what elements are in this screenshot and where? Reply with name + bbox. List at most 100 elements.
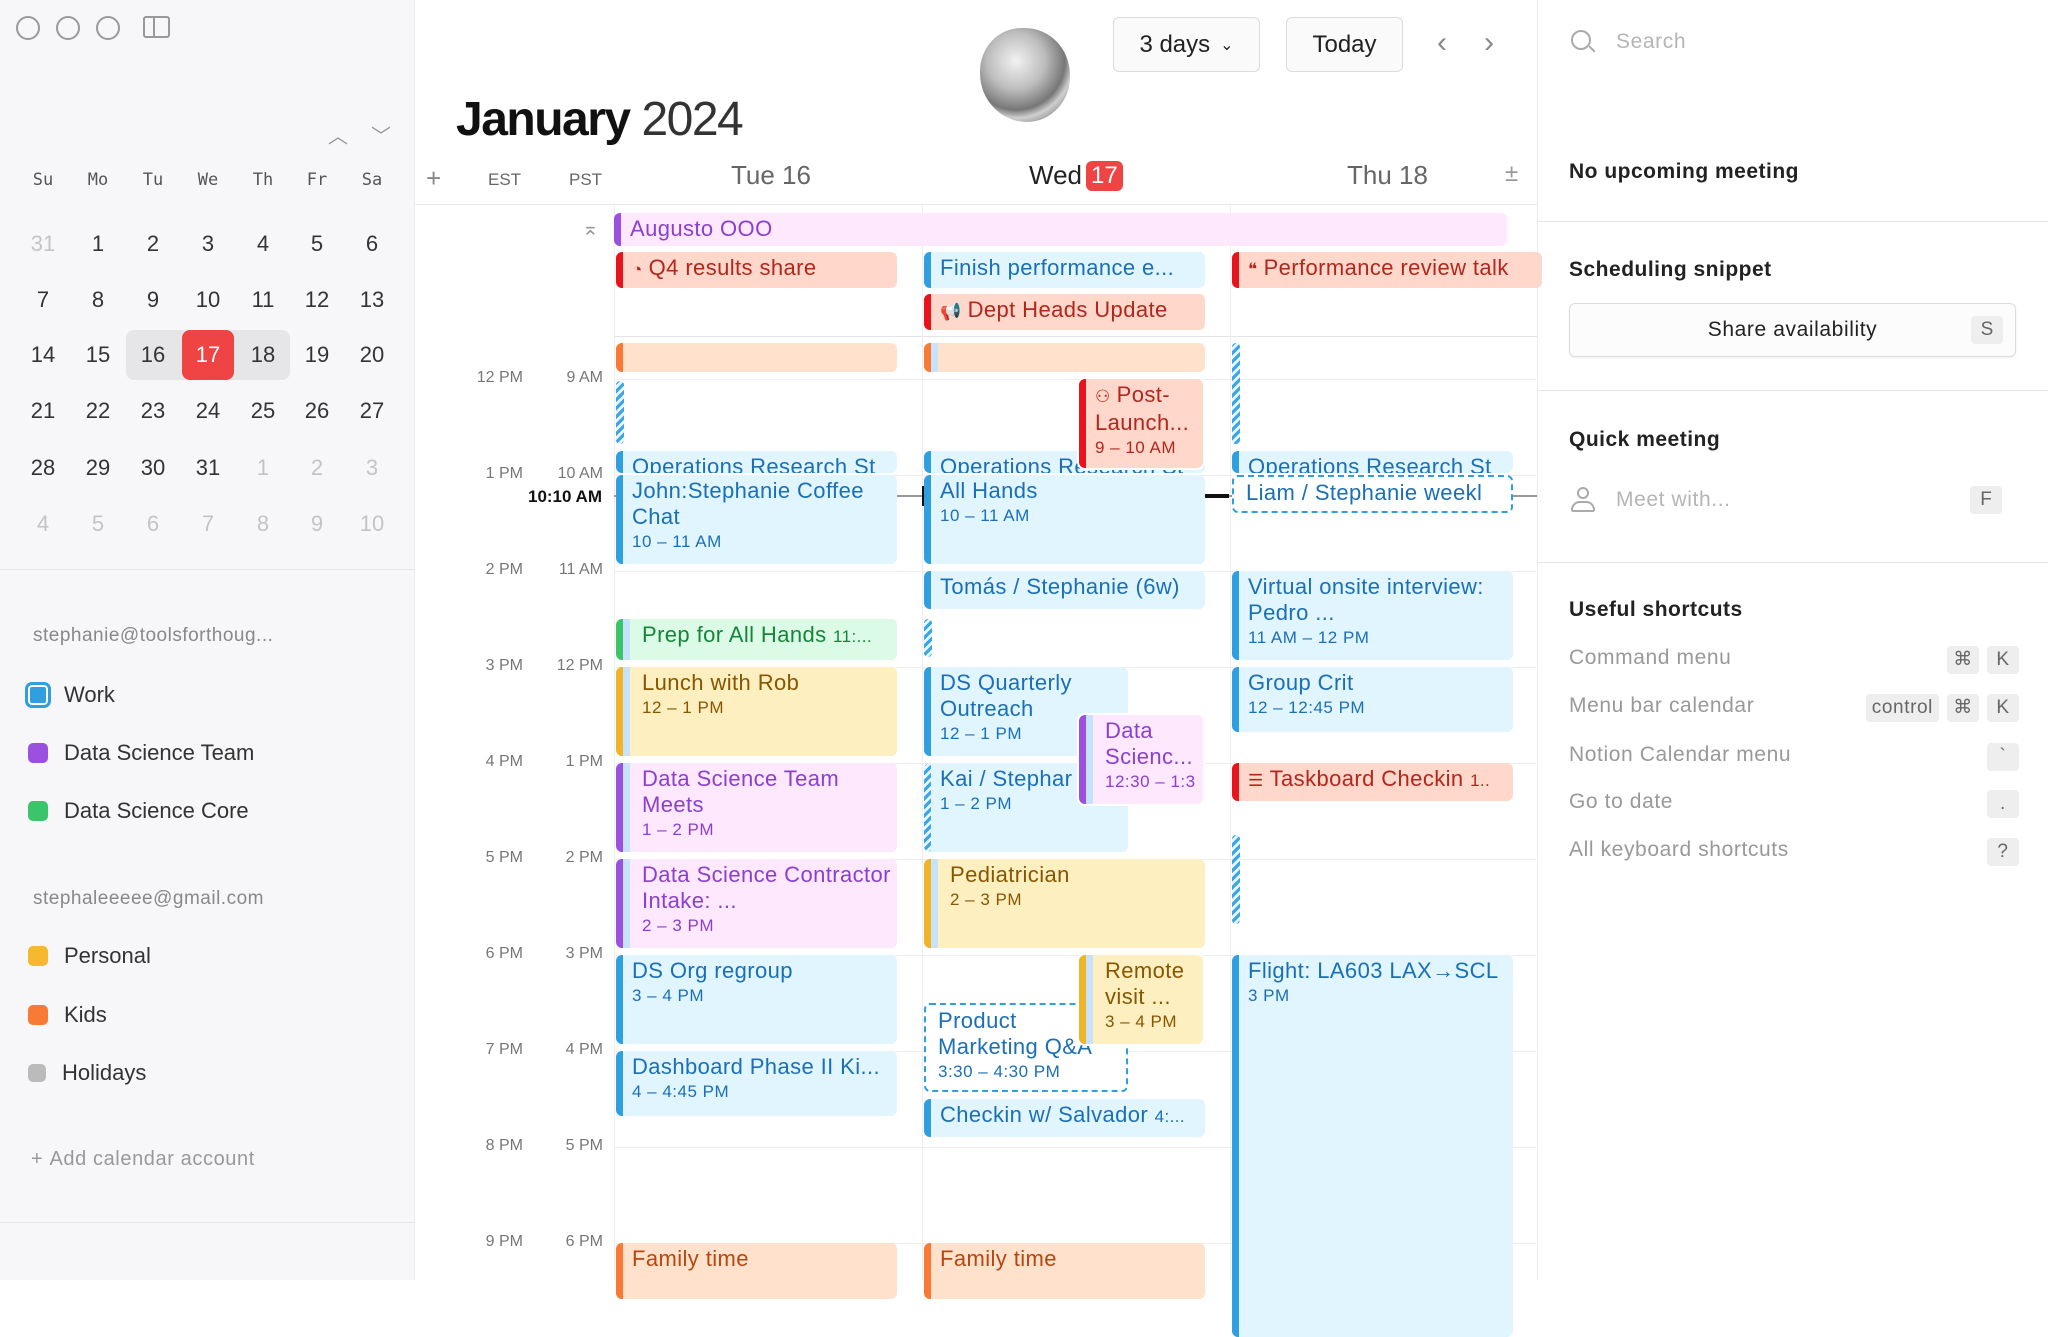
mini-calendar-day[interactable]: 7 <box>36 287 50 312</box>
zoom-window-button[interactable] <box>96 16 120 40</box>
minimize-window-button[interactable] <box>56 16 80 40</box>
day-header-thu[interactable]: Thu 18 <box>1347 160 1428 190</box>
previous-arrow-icon[interactable]: ‹ <box>1437 26 1447 59</box>
all-day-event[interactable]: ◔ Q4 results share <box>616 252 897 288</box>
mini-calendar-day[interactable]: 1 <box>91 231 105 256</box>
calendar-color-icon[interactable] <box>28 1005 48 1025</box>
calendar-event[interactable] <box>616 343 897 373</box>
expand-days-icon[interactable]: ± <box>1505 160 1519 187</box>
mini-calendar-day[interactable]: 13 <box>359 287 385 312</box>
calendar-event[interactable]: Dashboard Phase II Ki... 4 – 4:45 PM <box>616 1051 897 1117</box>
calendar-event[interactable]: Flight: LA603 LAX→SCL 3 PM <box>1232 955 1513 1337</box>
calendar-event[interactable]: Family time <box>924 1243 1205 1299</box>
mini-calendar-day[interactable]: 24 <box>195 398 221 423</box>
next-arrow-icon[interactable]: › <box>1484 26 1494 59</box>
calendar-event[interactable]: ⚇ Post-Launch... 9 – 10 AM <box>1079 379 1203 469</box>
mini-calendar-day[interactable]: 26 <box>304 398 330 423</box>
shortcut-row[interactable]: All keyboard shortcuts? <box>1569 838 2019 868</box>
calendar-event[interactable]: Kai / Stephar 1 – 2 PM <box>924 763 1128 853</box>
add-timezone-icon[interactable]: + <box>426 163 442 193</box>
add-calendar-account-button[interactable]: + Add calendar account <box>31 1148 255 1171</box>
calendar-event[interactable]: Family time <box>616 1243 897 1299</box>
mini-calendar-day[interactable]: 18 <box>250 342 276 367</box>
search-input[interactable]: Search <box>1616 30 2016 54</box>
calendar-event[interactable]: Operations Research St <box>616 451 897 473</box>
mini-calendar-day[interactable]: 9 <box>146 287 160 312</box>
all-day-event[interactable]: 📢 Dept Heads Update <box>924 294 1205 330</box>
checkbox-checked-icon[interactable] <box>25 682 51 708</box>
close-window-button[interactable] <box>16 16 40 40</box>
mini-calendar-day[interactable]: 6 <box>365 231 379 256</box>
calendar-event[interactable]: Virtual onsite interview: Pedro ... 11 AM… <box>1232 571 1513 661</box>
mini-calendar-day[interactable]: 31 <box>195 455 221 480</box>
mini-calendar-day[interactable]: 12 <box>304 287 330 312</box>
calendar-event[interactable]: Checkin w/ Salvador 4:... <box>924 1099 1205 1138</box>
shortcut-row[interactable]: Command menu ⌘ K <box>1569 646 2019 676</box>
mini-calendar-day[interactable]: 4 <box>256 231 270 256</box>
mini-calendar-day[interactable]: 1 <box>256 455 270 480</box>
day-header-wed[interactable]: Wed 17 <box>1029 160 1123 191</box>
all-day-event[interactable]: ❝ Performance review talk <box>1232 252 1542 288</box>
mini-calendar-day[interactable]: 27 <box>359 398 385 423</box>
mini-calendar-day[interactable]: 5 <box>91 511 105 536</box>
mini-calendar-day[interactable]: 10 <box>359 511 385 536</box>
calendar-event[interactable]: Remote visit ... 3 – 4 PM <box>1079 955 1203 1045</box>
mini-calendar-day[interactable]: 17 <box>182 330 234 380</box>
calendar-event[interactable]: Lunch with Rob 12 – 1 PM <box>616 667 897 757</box>
calendar-color-icon[interactable] <box>28 801 48 821</box>
sidebar-icon[interactable] <box>143 16 170 38</box>
calendar-event[interactable]: Tomás / Stephanie (6w) <box>924 571 1205 610</box>
mini-calendar-day[interactable]: 5 <box>310 231 324 256</box>
meet-with-input[interactable]: Meet with... <box>1616 488 1916 512</box>
calendar-event[interactable]: John:Stephanie Coffee Chat 10 – 11 AM <box>616 475 897 565</box>
calendar-event[interactable]: DS Org regroup 3 – 4 PM <box>616 955 897 1045</box>
mini-calendar-day[interactable]: 25 <box>250 398 276 423</box>
mini-calendar-day[interactable]: 29 <box>85 455 111 480</box>
calendar-event[interactable]: ☰ Taskboard Checkin 1.. <box>1232 763 1513 802</box>
mini-calendar-day[interactable]: 4 <box>36 511 50 536</box>
view-selector-dropdown[interactable]: 3 days ⌄ <box>1113 17 1260 72</box>
mini-calendar-day[interactable]: 7 <box>201 511 215 536</box>
calendar-event[interactable]: Prep for All Hands 11:... <box>616 619 897 661</box>
mini-calendar-day[interactable]: 23 <box>140 398 166 423</box>
mini-calendar-day[interactable]: 15 <box>85 342 111 367</box>
mini-calendar-day[interactable]: 20 <box>359 342 385 367</box>
calendar-event[interactable]: Operations Research St <box>1232 451 1513 473</box>
mini-calendar-day[interactable]: 3 <box>201 231 215 256</box>
mini-calendar-day[interactable]: 19 <box>304 342 330 367</box>
mini-calendar-day[interactable]: 14 <box>30 342 56 367</box>
day-header-tue[interactable]: Tue 16 <box>731 160 811 190</box>
all-day-event[interactable]: Finish performance e... <box>924 252 1205 288</box>
mini-calendar-day[interactable]: 21 <box>30 398 56 423</box>
mini-calendar-day[interactable]: 30 <box>140 455 166 480</box>
chevron-down-icon[interactable]: ﹀ <box>371 126 391 148</box>
today-button[interactable]: Today <box>1286 17 1403 72</box>
calendar-item-holidays[interactable]: Holidays <box>28 1060 146 1086</box>
avatar[interactable] <box>980 28 1070 122</box>
mini-calendar-day[interactable]: 16 <box>140 342 166 367</box>
calendar-item-data-science-core[interactable]: Data Science Core <box>28 798 249 824</box>
calendar-event[interactable]: Group Crit 12 – 12:45 PM <box>1232 667 1513 733</box>
calendar-item-personal[interactable]: Personal <box>28 943 151 969</box>
collapse-all-day-icon[interactable]: ⌅ <box>582 218 599 240</box>
mini-calendar-day[interactable]: 6 <box>146 511 160 536</box>
mini-calendar-day[interactable]: 11 <box>251 287 275 312</box>
calendar-event[interactable] <box>924 343 1205 373</box>
shortcut-row[interactable]: Go to date. <box>1569 790 2019 820</box>
calendar-event[interactable]: Data Science Contractor Intake: ... 2 – 3… <box>616 859 897 949</box>
mini-calendar-day[interactable]: 9 <box>310 511 324 536</box>
mini-calendar-day[interactable]: 8 <box>91 287 105 312</box>
mini-calendar-day[interactable]: 31 <box>30 231 56 256</box>
calendar-item-data-science-team[interactable]: Data Science Team <box>28 740 254 766</box>
calendar-event[interactable]: Data Science Team Meets 1 – 2 PM <box>616 763 897 853</box>
calendar-color-icon[interactable] <box>28 946 48 966</box>
all-day-event[interactable]: Augusto OOO <box>614 213 1507 246</box>
share-availability-button[interactable]: Share availability S <box>1569 303 2016 357</box>
mini-calendar-day[interactable]: 22 <box>85 398 111 423</box>
mini-calendar-day[interactable]: 8 <box>256 511 270 536</box>
mini-calendar-day[interactable]: 10 <box>195 287 221 312</box>
calendar-event[interactable]: All Hands 10 – 11 AM <box>924 475 1205 565</box>
mini-calendar-day[interactable]: 2 <box>310 455 324 480</box>
mini-calendar-day[interactable]: 2 <box>146 231 160 256</box>
calendar-event[interactable]: Liam / Stephanie weekl <box>1232 475 1513 514</box>
